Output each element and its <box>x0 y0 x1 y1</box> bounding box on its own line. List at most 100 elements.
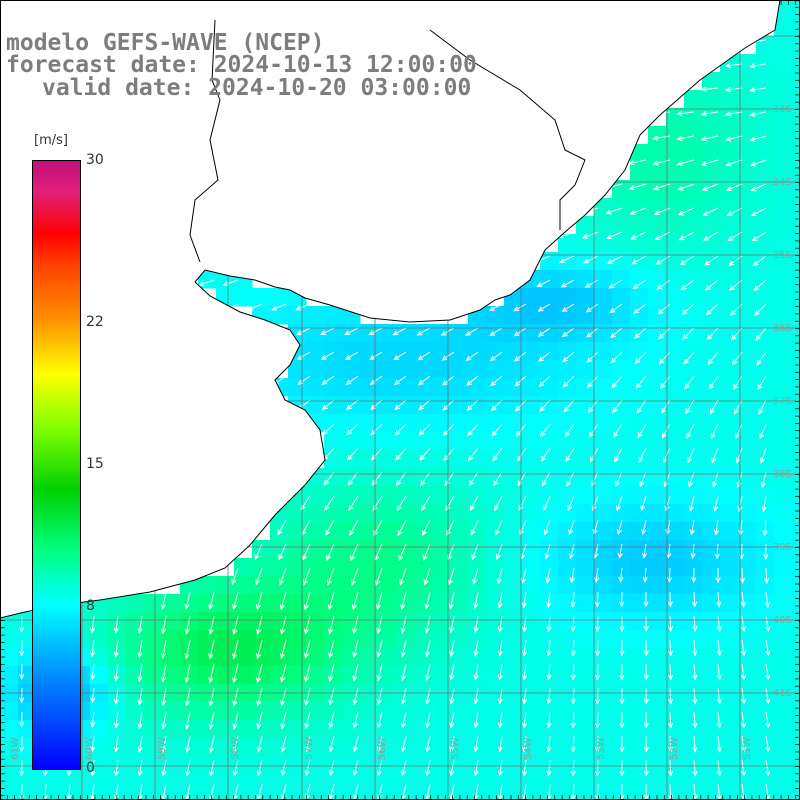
wind-cell <box>558 540 577 559</box>
wind-cell <box>702 324 721 343</box>
wind-cell <box>792 0 800 19</box>
wind-cell <box>252 612 271 631</box>
wind-arrow <box>703 231 719 241</box>
wind-arrow <box>19 639 25 657</box>
wind-cell <box>126 792 145 800</box>
wind-arrow <box>760 471 767 489</box>
wind-cell <box>450 342 469 361</box>
wind-cell <box>504 360 523 379</box>
wind-cell <box>144 738 163 757</box>
wind-cell <box>756 162 775 181</box>
wind-arrow <box>497 639 503 657</box>
wind-cell <box>18 630 37 649</box>
wind-cell <box>360 774 379 793</box>
wind-arrow <box>19 735 25 753</box>
wind-cell <box>594 702 613 721</box>
wind-cell <box>558 270 577 289</box>
wind-arrow <box>735 423 743 440</box>
wind-cell <box>216 594 235 613</box>
wind-arrow <box>619 639 625 657</box>
wind-cell <box>648 702 667 721</box>
wind-arrow <box>346 423 359 436</box>
wind-cell <box>18 738 37 757</box>
wind-arrow <box>765 663 771 681</box>
wind-cell <box>720 792 739 800</box>
wind-cell <box>756 72 775 91</box>
wind-arrow <box>513 303 527 312</box>
wind-cell <box>540 540 559 559</box>
wind-cell <box>270 774 289 793</box>
wind-arrow <box>667 615 674 632</box>
wind-cell <box>378 666 397 685</box>
wind-cell <box>414 378 433 397</box>
wind-cell <box>756 702 775 721</box>
wind-cell <box>774 576 793 595</box>
wind-arrow <box>184 711 191 730</box>
wind-cell <box>288 666 307 685</box>
wind-cell <box>576 414 595 433</box>
wind-cell <box>720 558 739 577</box>
wind-cell <box>252 720 271 739</box>
wind-cell <box>324 414 343 433</box>
wind-arrow <box>609 303 623 314</box>
wind-cell <box>756 126 775 145</box>
wind-cell <box>108 774 127 793</box>
wind-cell <box>792 504 800 523</box>
wind-arrow <box>376 663 383 682</box>
wind-arrow <box>513 327 527 337</box>
wind-cell <box>360 522 379 541</box>
wind-cell <box>774 18 793 37</box>
wind-cell <box>504 450 523 469</box>
wind-arrow <box>631 255 647 265</box>
wind-arrow <box>352 735 359 753</box>
wind-cell <box>522 324 541 343</box>
wind-arrow <box>587 399 599 413</box>
wind-cell <box>684 450 703 469</box>
wind-arrow <box>666 567 673 583</box>
wind-cell <box>540 252 559 271</box>
wind-cell <box>720 126 739 145</box>
wind-cell <box>702 234 721 253</box>
wind-arrow <box>583 255 599 264</box>
wind-arrow <box>394 399 407 411</box>
wind-arrow <box>710 423 719 440</box>
wind-arrow <box>691 567 697 584</box>
wind-cell <box>432 648 451 667</box>
wind-cell <box>486 756 505 775</box>
wind-cell <box>126 666 145 685</box>
wind-cell <box>738 630 757 649</box>
wind-cell <box>198 576 217 595</box>
wind-arrow <box>160 639 167 659</box>
wind-cell <box>306 594 325 613</box>
wind-cell <box>666 414 685 433</box>
wind-arrow <box>570 735 576 753</box>
wind-arrow <box>700 135 719 142</box>
wind-arrow <box>113 615 119 634</box>
wind-cell <box>504 756 523 775</box>
wind-arrow <box>208 687 215 707</box>
wind-arrow <box>423 567 431 586</box>
wind-cell <box>288 504 307 523</box>
wind-arrow <box>701 159 719 167</box>
wind-arrow <box>688 495 695 512</box>
wind-cell <box>756 108 775 127</box>
wind-arrow <box>634 351 647 364</box>
wind-arrow <box>740 735 747 753</box>
wind-cell <box>450 774 469 793</box>
wind-arrow <box>692 663 698 681</box>
wind-cell <box>648 324 667 343</box>
wind-cell <box>774 486 793 505</box>
wind-cell <box>342 648 361 667</box>
wind-cell <box>396 630 415 649</box>
wind-cell <box>504 558 523 577</box>
longitude-label: 59W <box>157 737 168 760</box>
wind-cell <box>306 576 325 595</box>
wind-arrow <box>280 759 287 777</box>
wind-cell <box>414 360 433 379</box>
wind-cell <box>576 738 595 757</box>
wind-cell <box>198 666 217 685</box>
wind-cell <box>468 594 487 613</box>
wind-cell <box>252 540 271 559</box>
wind-cell <box>288 612 307 631</box>
wind-cell <box>738 504 757 523</box>
